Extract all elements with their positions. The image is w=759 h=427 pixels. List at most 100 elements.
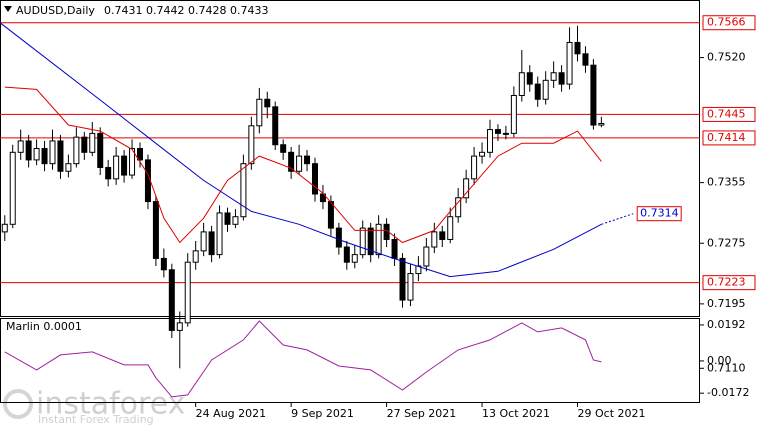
y-tick-label: 0.7275 [707,236,746,249]
candle-body [89,132,96,153]
candle-body [41,148,48,165]
candle-body [144,159,151,203]
candle-body [423,246,430,267]
x-tick-label: 24 Aug 2021 [196,407,266,420]
header-open: 0.7431 [104,4,143,17]
candle-body [447,216,454,240]
candle-body [280,144,287,153]
candle-body [176,322,183,331]
watermark: instaforex Instant Forex Trading [3,387,185,426]
candle-body [137,148,143,161]
candle-body [248,125,255,165]
level-label: 0.7566 [707,16,746,29]
candle-body [351,254,358,263]
candle-body [327,201,334,229]
level-label: 0.7414 [707,131,746,144]
candle-body [375,223,382,256]
candle-body [455,197,462,218]
candle-body [343,246,350,263]
candle-body [121,155,128,176]
candle-body [335,227,342,248]
header-low: 0.7428 [188,4,227,17]
candle-body [518,72,525,96]
candle-body [184,261,191,324]
candle-body [471,155,478,180]
candle-body [296,155,303,172]
candle-body [510,94,517,134]
moving-average [0,22,602,278]
candle-body [200,231,207,252]
candle-body [431,231,438,248]
candle-body [566,41,573,85]
candle-body [582,53,589,66]
moving-average [4,86,602,244]
candle-body [25,140,32,161]
header-high: 0.7442 [146,4,185,17]
candle-body [558,72,565,85]
candle-body [65,163,72,172]
level-label: 0.7445 [707,107,746,120]
candle-body [152,201,159,259]
oscillator-panel [0,318,700,403]
candle-body [224,212,231,225]
candle-body [439,231,446,240]
candle-body [129,148,136,176]
candle-body [494,129,501,134]
watermark-brand: instaforex [36,387,185,422]
candle-body [359,227,366,256]
candle-body [192,250,199,263]
level-label-box [702,275,756,291]
candle-body [49,140,56,165]
x-tick-label: 13 Oct 2021 [482,407,550,420]
candle-body [264,98,271,108]
logo [3,389,33,419]
candle-body [1,223,8,233]
candle-body [57,140,64,172]
candle-body [319,193,326,203]
candle-body [17,140,24,153]
candle-body [463,178,470,199]
y-tick-label: 0.7110 [707,361,746,374]
level-label: 0.7223 [707,276,746,289]
candle-body [160,257,167,271]
candle-body [304,155,311,165]
level-label-box [702,106,756,122]
candle-body [534,83,541,100]
candle-body [81,136,88,153]
candle-body [407,273,414,301]
candle-body [168,269,175,331]
chart-title: AUDUSD,Daily [16,4,95,17]
candle-body [367,227,374,256]
candle-body [479,151,486,157]
candle-body [526,72,533,85]
ma-label-box [636,206,682,222]
y-tick-label: 0.7195 [707,297,746,310]
oscillator-line [4,320,602,398]
ma-label: 0.7314 [640,207,679,220]
candle-body [216,212,223,256]
candle-body [208,231,215,256]
candle-body [232,216,239,225]
candle-body [113,155,120,180]
candle-body [487,129,493,153]
header-close: 0.7433 [230,4,269,17]
candle-body [105,166,112,180]
y-tick-label: 0.7520 [707,51,746,64]
x-tick-label: 29 Oct 2021 [578,407,646,420]
candle-body [590,64,597,126]
candle-body [288,151,295,172]
candle-body [391,238,398,259]
candle-body [399,257,406,301]
candle-body [598,123,605,126]
level-label-box [702,130,756,146]
candle-body [9,151,16,225]
candle-body [272,106,279,146]
candle-body [240,163,247,218]
level-label-box [702,15,756,31]
candle-body [542,79,549,100]
candle-body [502,132,509,135]
y-tick-label: 0.00 [707,354,732,367]
menu-icon [4,6,12,12]
candle-body [574,41,581,55]
